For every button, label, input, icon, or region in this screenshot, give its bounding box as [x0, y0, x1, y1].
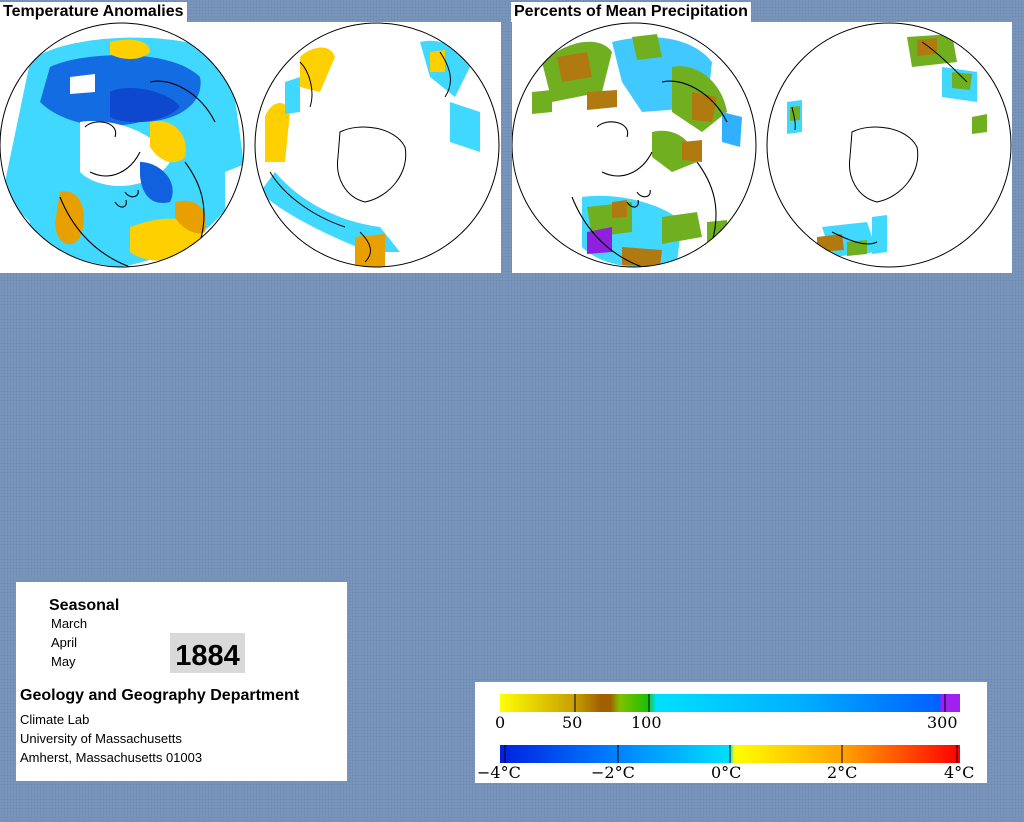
season-label: Seasonal	[49, 597, 120, 614]
temp-tick-label: 2°C	[827, 763, 857, 782]
precipitation-panel	[512, 22, 1012, 273]
color-scale-legend: 0 50 100 300 −4°C −2°C 0°C 2°C 4°C	[475, 682, 987, 783]
precip-tick-label: 0	[495, 713, 505, 732]
info-box: Seasonal March April May 1884 Geology an…	[16, 582, 347, 781]
department-name: Geology and Geography Department	[20, 687, 300, 704]
temperature-southern-hemisphere-map	[255, 23, 499, 267]
temp-tick-label: 4°C	[944, 763, 974, 782]
precipitation-maps	[512, 22, 1012, 268]
precipitation-color-bar	[500, 694, 960, 712]
temp-tick-label: −2°C	[591, 763, 635, 782]
month-label: March	[51, 616, 88, 631]
address-line: Climate Lab	[20, 712, 90, 727]
temp-tick-label: 0°C	[711, 763, 741, 782]
precip-tick-label: 100	[631, 713, 662, 732]
temp-tick-label: −4°C	[477, 763, 521, 782]
precipitation-title: Percents of Mean Precipitation	[511, 2, 751, 22]
address-line: University of Massachusetts	[20, 731, 182, 746]
legend-scales: 0 50 100 300 −4°C −2°C 0°C 2°C 4°C	[477, 694, 974, 782]
precipitation-northern-hemisphere-map	[512, 23, 756, 267]
temperature-northern-hemisphere-map	[0, 23, 244, 267]
precip-tick-label: 300	[927, 713, 958, 732]
address-line: Amherst, Massachusetts 01003	[20, 750, 203, 765]
temperature-anomalies-panel	[0, 22, 501, 273]
month-label: April	[51, 635, 78, 650]
precip-tick-label: 50	[562, 713, 582, 732]
temperature-anomalies-title: Temperature Anomalies	[0, 2, 187, 22]
year-display: 1884	[170, 633, 245, 673]
precipitation-southern-hemisphere-map	[767, 23, 1011, 267]
temperature-maps	[0, 22, 500, 268]
month-label: May	[51, 654, 76, 669]
